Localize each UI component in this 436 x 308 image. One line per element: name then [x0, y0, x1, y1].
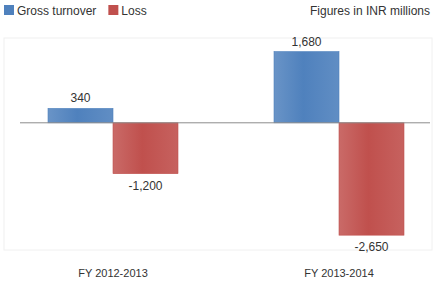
bar: [339, 123, 404, 235]
bar: [113, 123, 178, 174]
subtitle: Figures in INR millions: [310, 4, 430, 18]
legend: Gross turnover Loss: [4, 4, 147, 18]
legend-swatch: [108, 5, 118, 15]
legend-label: Loss: [121, 4, 146, 18]
legend-swatch: [4, 5, 14, 15]
plot-frame: [4, 38, 432, 250]
data-label: -1,200: [128, 179, 162, 193]
category-label: FY 2012-2013: [78, 267, 148, 279]
chart-svg: 340 1,680 -1,200 -2,650 FY 2012-2013 FY 2013-…: [0, 0, 436, 308]
category-label: FY 2013-2014: [304, 267, 374, 279]
bar: [274, 52, 339, 123]
data-label: 340: [70, 91, 90, 105]
bar: [48, 108, 113, 122]
bars: [48, 52, 404, 236]
data-labels: 340 1,680 -1,200 -2,650: [70, 35, 388, 255]
data-label: -2,650: [354, 240, 388, 254]
data-label: 1,680: [291, 35, 321, 49]
zero-line: [20, 122, 430, 123]
chart-container: 340 1,680 -1,200 -2,650 FY 2012-2013 FY 2013-…: [0, 0, 436, 308]
legend-label: Gross turnover: [17, 4, 96, 18]
